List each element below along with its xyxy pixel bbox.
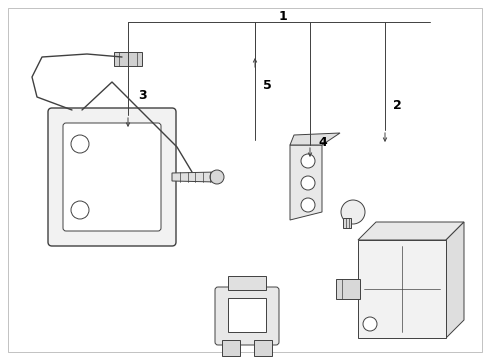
- Polygon shape: [290, 145, 322, 220]
- Bar: [114, 52, 142, 66]
- Polygon shape: [343, 218, 351, 228]
- Text: 2: 2: [393, 99, 402, 112]
- Text: 3: 3: [138, 89, 147, 102]
- Polygon shape: [290, 133, 340, 145]
- Circle shape: [363, 317, 377, 331]
- Circle shape: [210, 170, 224, 184]
- Circle shape: [71, 201, 89, 219]
- Circle shape: [301, 198, 315, 212]
- Polygon shape: [358, 222, 464, 240]
- Text: 5: 5: [263, 78, 272, 91]
- Bar: [222, 340, 240, 356]
- FancyBboxPatch shape: [48, 108, 176, 246]
- Circle shape: [71, 135, 89, 153]
- Text: 4: 4: [318, 135, 327, 149]
- Polygon shape: [172, 172, 217, 182]
- Bar: [228, 276, 266, 290]
- Bar: [228, 298, 266, 332]
- Circle shape: [301, 176, 315, 190]
- Circle shape: [341, 200, 365, 224]
- Text: 1: 1: [279, 9, 287, 23]
- FancyBboxPatch shape: [63, 123, 161, 231]
- Circle shape: [301, 154, 315, 168]
- Bar: [254, 340, 272, 356]
- Polygon shape: [358, 240, 446, 338]
- FancyBboxPatch shape: [215, 287, 279, 345]
- Polygon shape: [446, 222, 464, 338]
- Bar: [336, 279, 360, 299]
